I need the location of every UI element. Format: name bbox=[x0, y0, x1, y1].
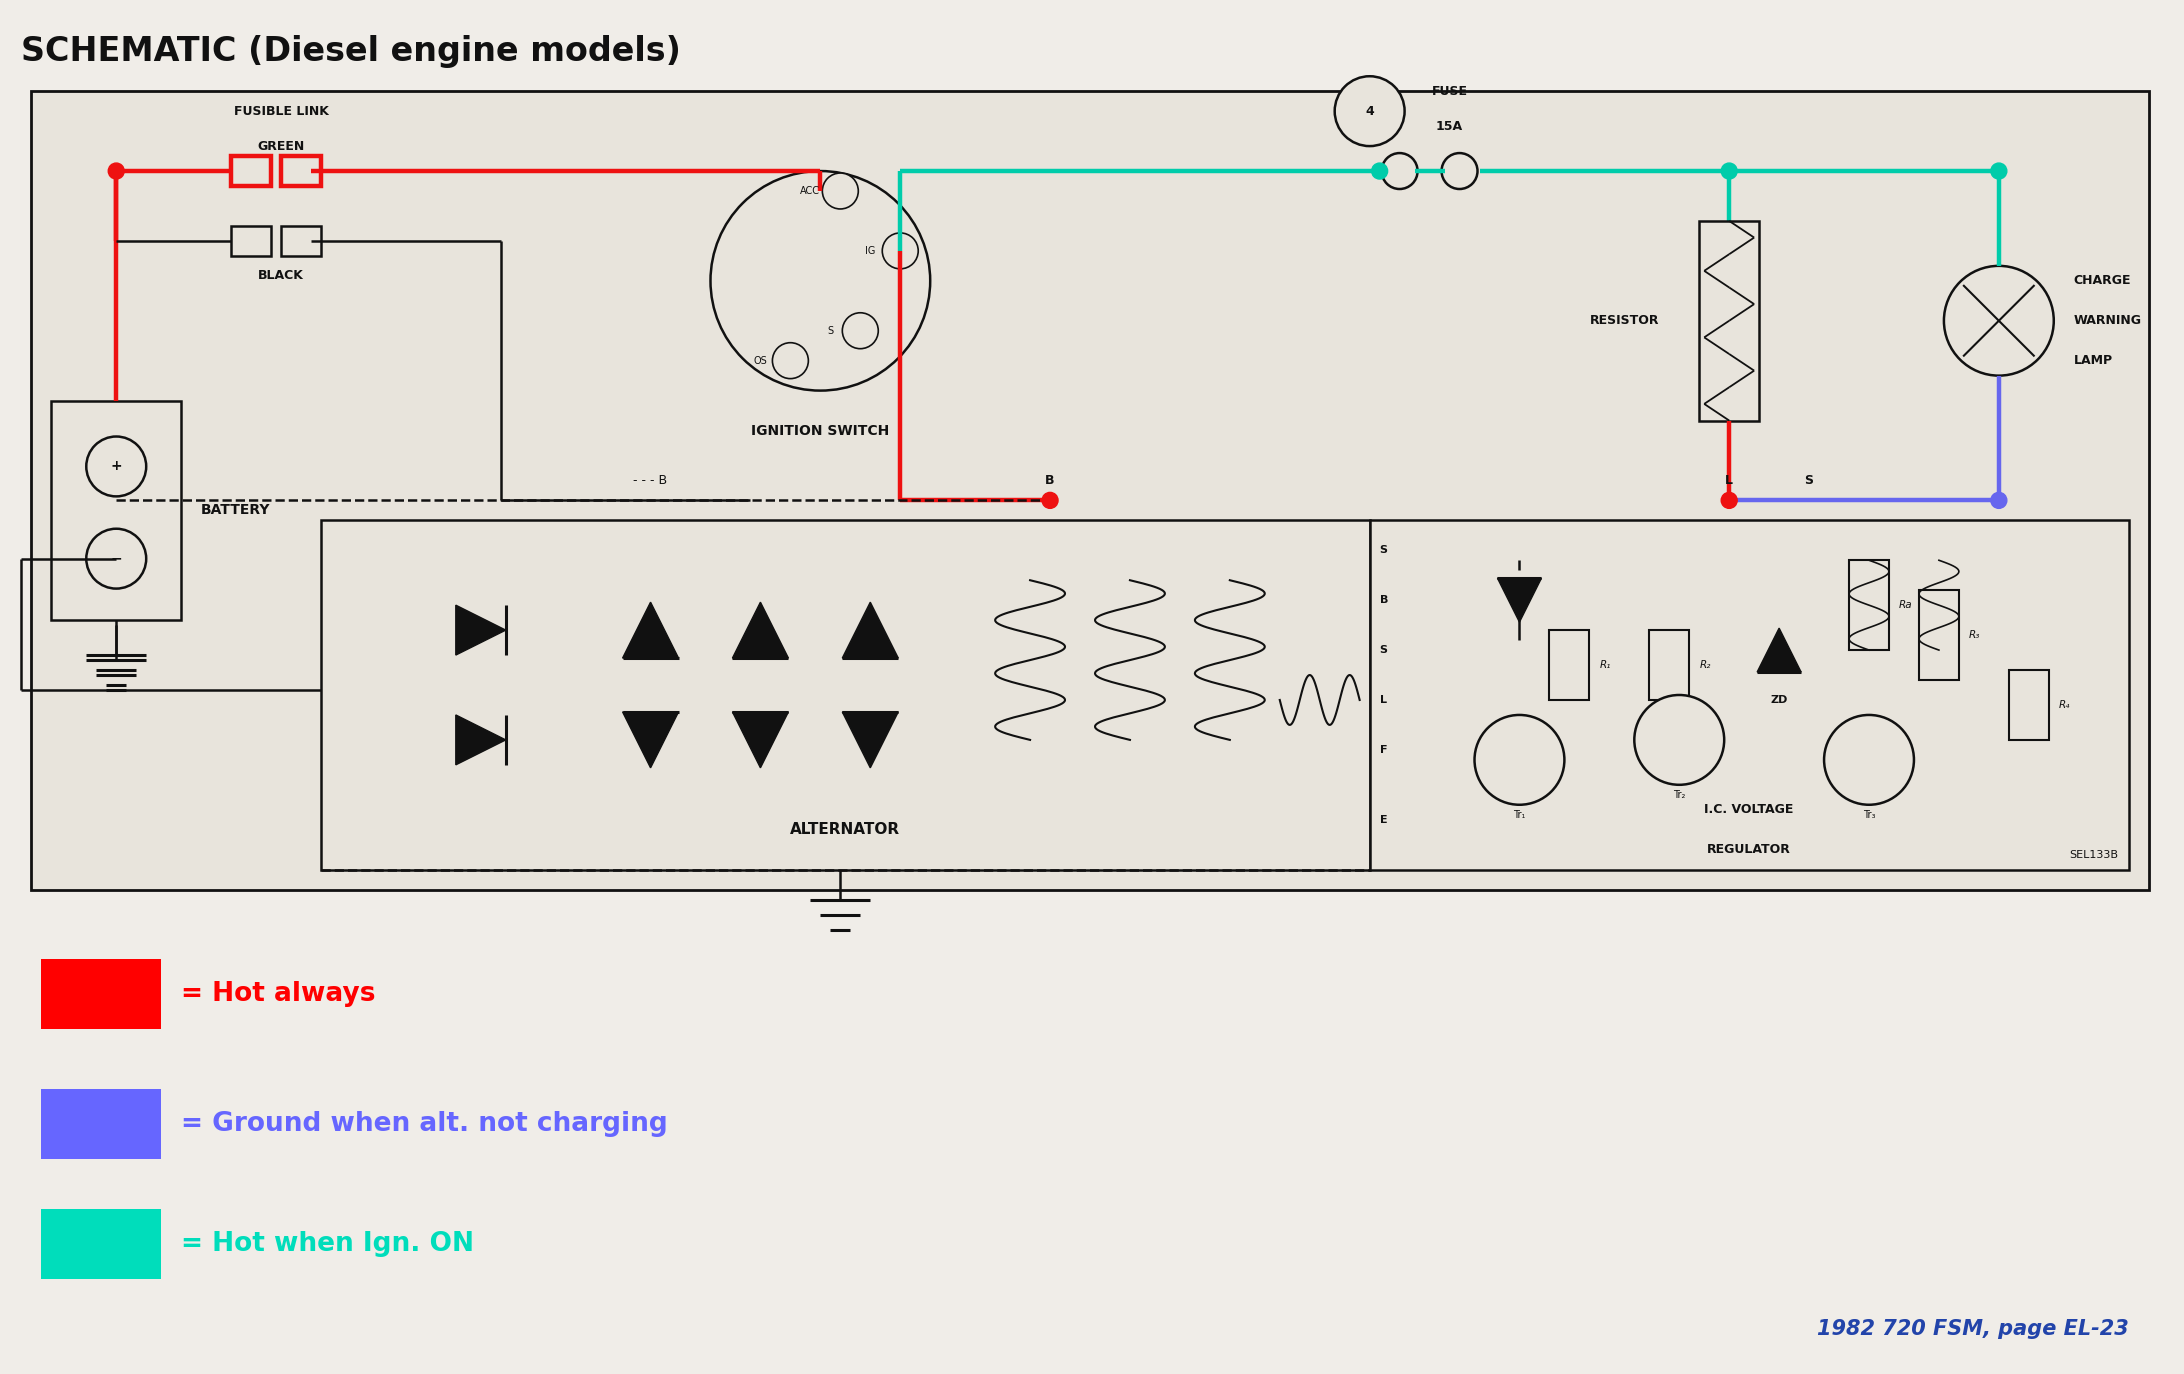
Bar bbox=[1850, 561, 1889, 650]
Text: FUSE: FUSE bbox=[1431, 85, 1468, 98]
Text: L: L bbox=[1380, 695, 1387, 705]
Text: GREEN: GREEN bbox=[258, 140, 304, 153]
Text: ZD: ZD bbox=[1771, 695, 1789, 705]
Circle shape bbox=[1634, 695, 1723, 785]
Bar bbox=[1920, 591, 1959, 680]
Bar bbox=[41, 1209, 162, 1279]
Circle shape bbox=[1721, 164, 1736, 179]
Text: = Ground when alt. not charging: = Ground when alt. not charging bbox=[181, 1112, 668, 1138]
Text: S: S bbox=[1380, 545, 1387, 555]
Circle shape bbox=[1441, 153, 1479, 190]
Bar bbox=[232, 157, 271, 185]
Text: 15A: 15A bbox=[1437, 120, 1463, 133]
Bar bbox=[282, 225, 321, 256]
Text: R₄: R₄ bbox=[2060, 699, 2070, 710]
Polygon shape bbox=[1498, 578, 1542, 622]
Text: +: + bbox=[111, 459, 122, 474]
Polygon shape bbox=[732, 602, 788, 658]
Text: Tr₁: Tr₁ bbox=[1514, 809, 1527, 820]
Bar bbox=[1699, 221, 1758, 420]
Polygon shape bbox=[843, 712, 898, 768]
Text: Ra: Ra bbox=[1898, 600, 1913, 610]
Bar bbox=[41, 1090, 162, 1160]
Bar bbox=[1649, 631, 1688, 699]
Circle shape bbox=[1824, 714, 1913, 805]
Text: WARNING: WARNING bbox=[2075, 315, 2143, 327]
Bar bbox=[1369, 521, 2129, 870]
Text: BATTERY: BATTERY bbox=[201, 503, 271, 518]
Text: LAMP: LAMP bbox=[2075, 354, 2112, 367]
Circle shape bbox=[1944, 265, 2053, 375]
Circle shape bbox=[1474, 714, 1564, 805]
Text: ACC: ACC bbox=[799, 185, 821, 196]
Text: S: S bbox=[828, 326, 834, 335]
Text: E: E bbox=[1380, 815, 1387, 824]
Text: R₂: R₂ bbox=[1699, 660, 1710, 671]
Text: ALTERNATOR: ALTERNATOR bbox=[791, 822, 900, 837]
Polygon shape bbox=[456, 605, 507, 655]
Text: RESISTOR: RESISTOR bbox=[1590, 315, 1660, 327]
Text: OS: OS bbox=[753, 356, 767, 365]
Text: BLACK: BLACK bbox=[258, 269, 304, 282]
Text: S: S bbox=[1380, 644, 1387, 655]
Text: L: L bbox=[1725, 474, 1734, 486]
Bar bbox=[282, 157, 321, 185]
Text: SEL133B: SEL133B bbox=[2070, 849, 2118, 860]
Polygon shape bbox=[456, 714, 507, 765]
Circle shape bbox=[1382, 153, 1417, 190]
Text: = Hot when Ign. ON: = Hot when Ign. ON bbox=[181, 1231, 474, 1257]
Circle shape bbox=[1992, 164, 2007, 179]
Text: 1982 720 FSM, page EL-23: 1982 720 FSM, page EL-23 bbox=[1817, 1319, 2129, 1338]
Text: IG: IG bbox=[865, 246, 876, 256]
Text: Tr₂: Tr₂ bbox=[1673, 790, 1686, 800]
Text: S: S bbox=[1804, 474, 1813, 486]
Circle shape bbox=[1372, 164, 1387, 179]
Circle shape bbox=[823, 173, 858, 209]
Text: CHARGE: CHARGE bbox=[2075, 275, 2132, 287]
Bar bbox=[2009, 671, 2049, 739]
Text: R₃: R₃ bbox=[1970, 631, 1981, 640]
Circle shape bbox=[1721, 492, 1736, 508]
Bar bbox=[321, 521, 1369, 870]
Text: −: − bbox=[111, 551, 122, 566]
Text: SCHEMATIC (Diesel engine models): SCHEMATIC (Diesel engine models) bbox=[22, 34, 681, 67]
Text: B: B bbox=[1046, 474, 1055, 486]
Text: - - - B: - - - B bbox=[633, 474, 668, 486]
Bar bbox=[232, 225, 271, 256]
Polygon shape bbox=[843, 602, 898, 658]
Circle shape bbox=[87, 437, 146, 496]
Polygon shape bbox=[732, 712, 788, 768]
Circle shape bbox=[710, 170, 930, 390]
Polygon shape bbox=[622, 712, 679, 768]
Circle shape bbox=[1042, 492, 1057, 508]
Text: Tr₃: Tr₃ bbox=[1863, 809, 1876, 820]
Bar bbox=[41, 959, 162, 1029]
Circle shape bbox=[773, 342, 808, 379]
Bar bbox=[52, 401, 181, 620]
Polygon shape bbox=[1758, 628, 1802, 672]
Circle shape bbox=[1992, 492, 2007, 508]
Circle shape bbox=[843, 313, 878, 349]
Text: R₁: R₁ bbox=[1599, 660, 1612, 671]
Bar bbox=[1548, 631, 1590, 699]
Text: FUSIBLE LINK: FUSIBLE LINK bbox=[234, 104, 328, 118]
Text: REGULATOR: REGULATOR bbox=[1708, 844, 1791, 856]
Text: F: F bbox=[1380, 745, 1387, 754]
Circle shape bbox=[1334, 76, 1404, 146]
Bar bbox=[31, 91, 2149, 889]
Text: = Hot always: = Hot always bbox=[181, 981, 376, 1007]
Text: B: B bbox=[1380, 595, 1389, 605]
Text: I.C. VOLTAGE: I.C. VOLTAGE bbox=[1704, 804, 1793, 816]
Circle shape bbox=[87, 529, 146, 588]
Circle shape bbox=[882, 234, 917, 269]
Circle shape bbox=[109, 164, 124, 179]
Polygon shape bbox=[622, 602, 679, 658]
Text: IGNITION SWITCH: IGNITION SWITCH bbox=[751, 423, 889, 437]
Text: 4: 4 bbox=[1365, 104, 1374, 118]
